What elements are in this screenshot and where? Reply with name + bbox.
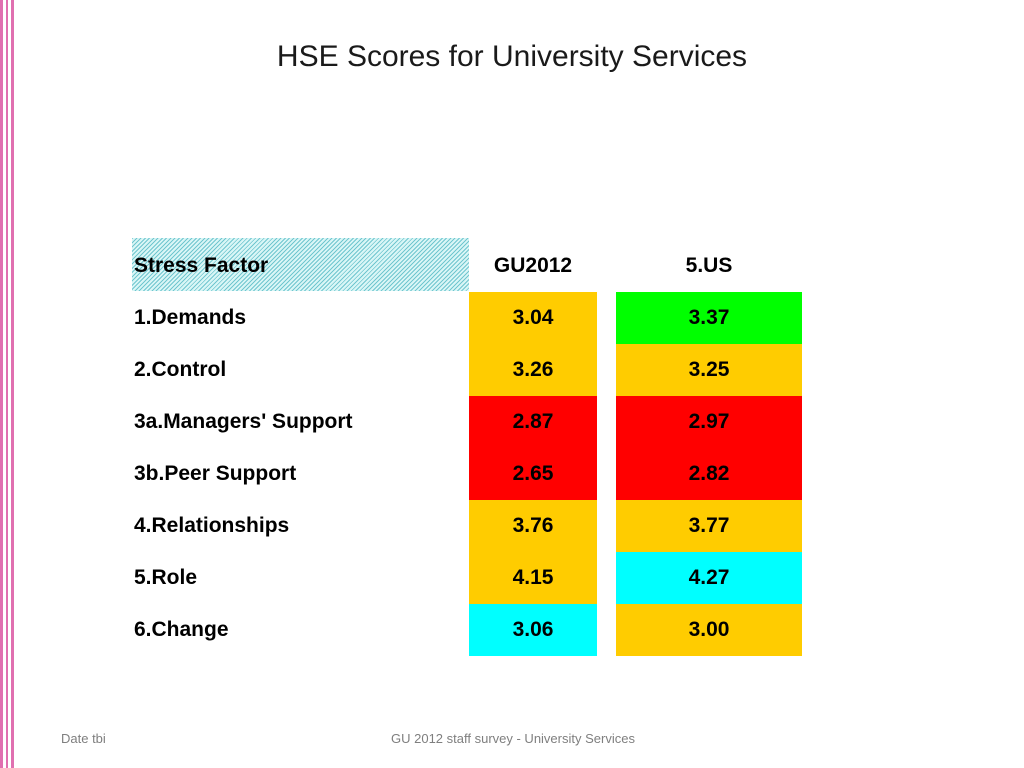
header-stress-factor: Stress Factor <box>134 254 269 277</box>
cell-us-peer-support: 2.82 <box>616 448 802 500</box>
header-gu2012: GU2012 <box>493 254 573 277</box>
cell-gu2012-demands: 3.04 <box>469 292 597 344</box>
cell-us-relationships: 3.77 <box>616 500 802 552</box>
cell-us-control: 3.25 <box>616 344 802 396</box>
cell-us-role: 4.27 <box>616 552 802 604</box>
cell-us-change: 3.00 <box>616 604 802 656</box>
cell-gu2012-control: 3.26 <box>469 344 597 396</box>
row-factor-control: 2.Control <box>134 358 227 381</box>
footer-date: Date tbi <box>61 731 106 746</box>
header-hatch-background <box>132 238 469 291</box>
slide-title: HSE Scores for University Services <box>276 40 748 73</box>
cell-us-demands: 3.37 <box>616 292 802 344</box>
row-factor-demands: 1.Demands <box>134 306 247 329</box>
left-accent-stripe <box>11 0 14 768</box>
cell-gu2012-change: 3.06 <box>469 604 597 656</box>
row-factor-peer-support: 3b.Peer Support <box>134 462 297 485</box>
row-factor-change: 6.Change <box>134 618 229 641</box>
footer-survey-label: GU 2012 staff survey - University Servic… <box>391 731 635 746</box>
cell-gu2012-peer-support: 2.65 <box>469 448 597 500</box>
cell-us-managers-support: 2.97 <box>616 396 802 448</box>
cell-gu2012-managers-support: 2.87 <box>469 396 597 448</box>
left-accent-stripe <box>6 0 8 768</box>
row-factor-role: 5.Role <box>134 566 198 589</box>
cell-gu2012-role: 4.15 <box>469 552 597 604</box>
left-accent-stripe <box>0 0 3 768</box>
row-factor-managers-support: 3a.Managers' Support <box>134 410 353 433</box>
row-factor-relationships: 4.Relationships <box>134 514 290 537</box>
header-5us: 5.US <box>685 254 733 277</box>
cell-gu2012-relationships: 3.76 <box>469 500 597 552</box>
